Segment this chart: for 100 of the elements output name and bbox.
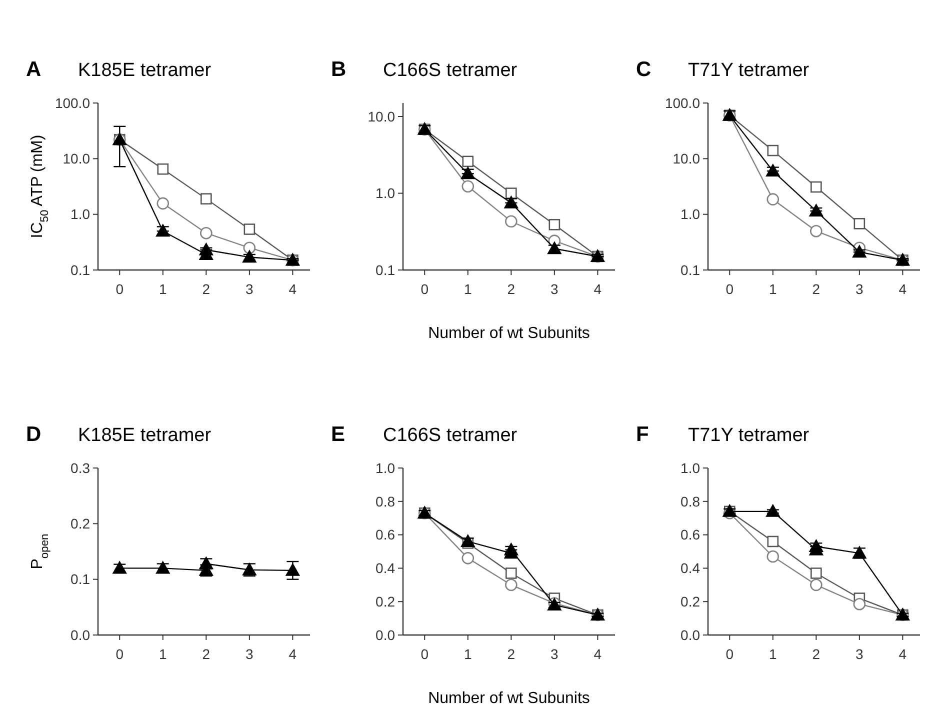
point — [809, 539, 824, 552]
point — [462, 552, 474, 564]
point — [766, 550, 780, 563]
x-tick-label: 1 — [769, 281, 777, 297]
y-tick-label: 0.0 — [680, 626, 700, 643]
y-tick-label: 0.3 — [70, 460, 90, 476]
point — [767, 536, 779, 548]
x-tick-label: 1 — [159, 646, 167, 662]
x-tick-label: 2 — [812, 281, 820, 297]
point — [810, 181, 822, 193]
y-tick-label: 0.8 — [680, 493, 700, 510]
x-tick-label: 3 — [856, 646, 864, 662]
point — [767, 144, 779, 156]
chart-title: K185E tetramer — [78, 425, 212, 446]
point — [810, 224, 822, 238]
x-tick-label: 0 — [420, 281, 429, 297]
x-tick-label: 2 — [507, 646, 516, 662]
y-tick-label: 0.1 — [680, 262, 700, 278]
x-tick-label: 3 — [856, 281, 864, 297]
x-tick-label: 2 — [812, 646, 820, 662]
x-tick-label: 3 — [550, 646, 559, 662]
y-tick-label: 0.4 — [376, 560, 396, 576]
chart-title: T71Y tetramer — [688, 60, 810, 81]
point — [504, 542, 518, 556]
point — [810, 578, 822, 592]
y-tick-label: 0.2 — [376, 594, 396, 610]
point — [112, 561, 127, 574]
x-tick-label: 0 — [726, 646, 734, 662]
text: E — [331, 423, 346, 446]
point — [809, 204, 824, 216]
point — [766, 164, 780, 177]
x-tick-label: 2 — [202, 281, 210, 297]
y-tick-label: 0.2 — [680, 594, 700, 610]
y-tick-label: 0.0 — [376, 626, 396, 643]
point — [766, 504, 780, 517]
y-tick-label: 0.0 — [70, 626, 90, 643]
point — [547, 242, 562, 254]
y-tick-label: 0.2 — [70, 516, 90, 532]
text: C — [636, 58, 652, 81]
x-tick-label: 4 — [288, 646, 297, 662]
y-tick-label: 100.0 — [664, 94, 700, 111]
y-tick-label: 10.0 — [672, 150, 700, 167]
x-tick-label: 1 — [464, 281, 472, 297]
x-tick-label: 3 — [246, 646, 254, 662]
x-axis-title: Number of wt Subunits — [428, 690, 590, 707]
x-tick-label: 1 — [159, 281, 167, 297]
x-tick-label: 2 — [202, 646, 210, 662]
point — [156, 197, 170, 210]
y-tick-label: 10.0 — [368, 108, 396, 124]
chart-title: C166S tetramer — [383, 60, 518, 81]
point — [504, 196, 518, 208]
text: B — [331, 58, 346, 81]
point — [766, 193, 780, 206]
y-tick-label: 0.1 — [70, 262, 90, 278]
y-tick-label: 0.1 — [70, 571, 90, 588]
x-tick-label: 0 — [116, 646, 124, 662]
point — [244, 224, 256, 235]
point — [157, 163, 169, 175]
point — [505, 215, 518, 228]
y-tick-label: 1.0 — [376, 460, 396, 476]
point — [460, 534, 475, 547]
y-tick-label: 1.0 — [680, 460, 700, 476]
y-tick-label: 100.0 — [54, 94, 90, 111]
x-tick-label: 0 — [420, 646, 429, 662]
point — [506, 188, 517, 199]
y-tick-label: 0.1 — [376, 262, 396, 278]
point — [460, 166, 475, 180]
x-tick-label: 4 — [288, 281, 297, 297]
y-tick-label: 0.6 — [376, 526, 396, 543]
y-tick-label: 1.0 — [680, 206, 700, 222]
point — [462, 180, 474, 193]
y-tick-label: 0.8 — [376, 493, 396, 510]
point — [853, 598, 866, 610]
chart-title: T71Y tetramer — [688, 425, 810, 446]
text: A — [26, 58, 42, 81]
point — [506, 568, 517, 579]
x-tick-label: 4 — [898, 281, 907, 297]
point — [548, 218, 560, 230]
point — [243, 242, 256, 254]
chart-title: C166S tetramer — [383, 425, 518, 446]
point — [286, 563, 300, 576]
point — [852, 245, 866, 258]
point — [199, 242, 214, 256]
point — [810, 568, 822, 579]
point — [505, 578, 518, 592]
y-tick-label: 0.6 — [680, 526, 700, 543]
y-tick-label: 0.4 — [680, 560, 700, 576]
x-tick-label: 3 — [246, 281, 254, 297]
point — [854, 218, 866, 230]
y-tick-label: 1.0 — [70, 206, 90, 222]
x-tick-label: 1 — [769, 646, 777, 662]
x-tick-label: 4 — [898, 646, 907, 662]
point — [156, 224, 170, 237]
point — [200, 193, 212, 204]
text: D — [26, 423, 42, 446]
point — [156, 561, 170, 574]
x-tick-label: 1 — [464, 646, 472, 662]
x-tick-label: 0 — [726, 281, 734, 297]
x-tick-label: 2 — [507, 281, 516, 297]
text: F — [636, 423, 649, 446]
